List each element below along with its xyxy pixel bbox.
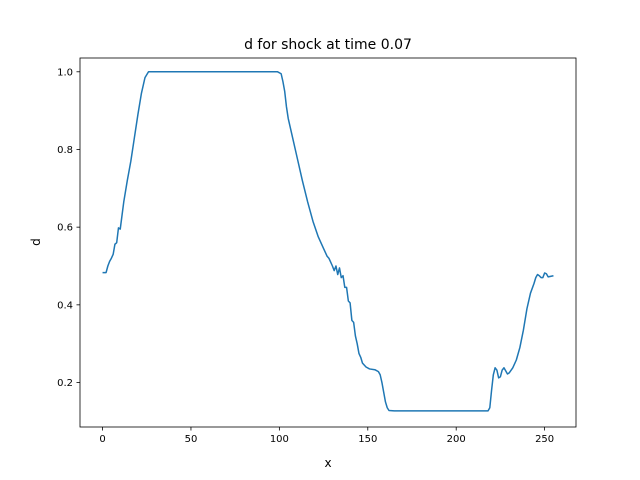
series-line-0 [102,71,554,412]
y-tick-label: 0.2 [57,378,73,389]
y-tick-label: 0.8 [57,145,73,156]
x-axis-ticks: 0 50 100 150 200 250 [99,427,554,445]
y-tick-label: 1.0 [57,67,73,78]
plot-frame [79,57,577,428]
x-tick-label: 100 [270,434,289,445]
x-tick-label: 0 [99,434,105,445]
x-tick-label: 200 [447,434,466,445]
y-axis-ticks: 0.2 0.4 0.6 0.8 1.0 [57,67,80,389]
x-tick-label: 250 [535,434,554,445]
y-tick-label: 0.4 [57,300,73,311]
y-tick-label: 0.6 [57,223,73,234]
chart-title: d for shock at time 0.07 [244,37,412,53]
series-layer [102,71,554,412]
y-axis-label: d [29,238,43,246]
x-tick-label: 50 [185,434,198,445]
x-axis-label: x [324,456,331,470]
x-tick-label: 150 [358,434,377,445]
